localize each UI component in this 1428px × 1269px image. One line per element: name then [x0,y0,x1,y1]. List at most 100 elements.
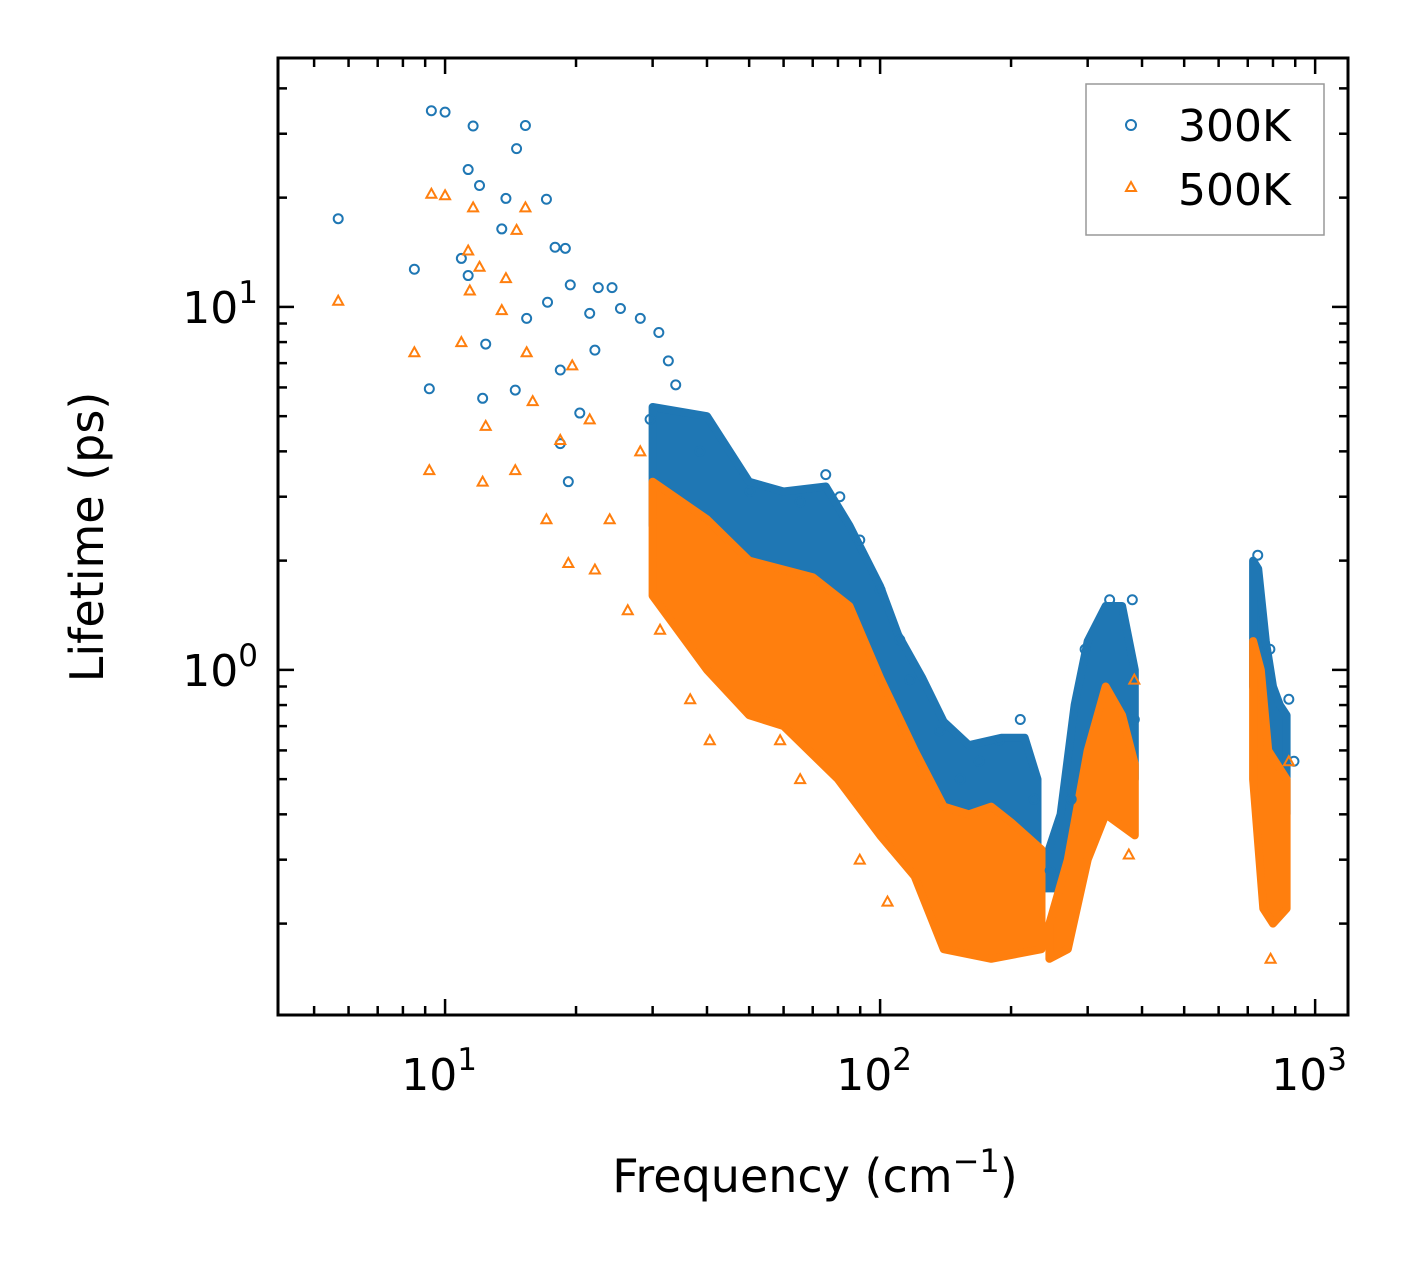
point-500k [438,188,452,201]
point-500k [653,622,667,635]
point-300k [584,307,596,319]
point-500k [582,412,597,425]
point-500k [454,335,469,348]
x-tick-labels: 101 102 103 [401,1042,1347,1101]
point-300k [425,105,437,117]
point-300k [589,344,601,356]
point-300k [408,263,420,275]
point-300k [662,355,674,367]
y-tick-label: 100 [182,638,258,697]
point-500k [793,772,807,785]
point-500k [519,345,534,358]
dense-region-500k-1 [1045,682,1139,963]
point-300k [653,327,665,339]
point-300k [606,282,618,294]
point-500k [525,394,540,407]
point-300k [1252,549,1264,561]
point-500k [539,512,554,525]
plot-frame [276,56,1350,1017]
point-300k [1028,793,1040,805]
point-300k [564,279,576,291]
point-500k [407,345,422,358]
point-500k [773,733,787,746]
point-500k [475,474,490,487]
point-500k [1282,754,1296,767]
point-300k [1104,594,1116,606]
point-300k [694,445,706,457]
point-500k [1127,672,1142,685]
point-300k [1126,594,1138,606]
point-500k [422,463,437,476]
point-300k [874,584,886,596]
point-300k [894,634,906,646]
point-500k [683,692,697,705]
dense-region-500k-2 [1249,637,1291,928]
x-axis-label: Frequency (cm−1) [612,1142,1017,1203]
point-500k [466,200,480,213]
point-300k [540,193,552,205]
point-300k [934,725,946,737]
point-300k [592,282,604,294]
y-tick-label: 101 [182,275,258,334]
x-tick-label: 102 [836,1042,912,1101]
point-500k [880,894,895,907]
dense-region-500k-0 [648,477,1046,963]
y-axis-label: Lifetime (ps) [60,392,114,683]
point-300k [1079,643,1091,655]
x-tick-label: 103 [1271,1042,1347,1101]
point-300k [554,364,566,376]
point-500k [508,463,522,476]
dense-regions [648,403,1291,963]
point-500k [621,603,635,616]
point-300k [794,496,806,508]
point-300k [559,242,571,254]
point-300k [439,106,451,118]
point-500k [461,243,475,256]
point-300k [462,164,474,176]
point-500k [495,303,509,316]
point-300k [542,296,554,308]
data-points [331,105,1300,964]
point-300k [1283,693,1295,705]
point-300k [1044,865,1056,877]
point-300k [521,312,533,324]
point-300k [423,383,435,395]
legend-marker-300k [1125,119,1137,131]
point-300k [1128,713,1140,725]
point-300k [820,469,832,481]
legend-label-300k: 300K [1178,101,1292,152]
point-500k [509,222,524,235]
point-500k [518,200,533,213]
point-300k [332,213,344,225]
point-500k [853,852,867,865]
point-300k [973,755,985,767]
legend-marker-500k [1124,179,1138,192]
point-300k [744,486,756,498]
point-300k [509,384,521,396]
y-tick-labels: 100 101 [182,275,258,697]
point-300k [474,180,486,192]
point-300k [1014,713,1026,725]
point-300k [904,674,916,686]
point-300k [993,734,1005,746]
point-300k [1065,793,1077,805]
x-tick-label: 101 [401,1042,477,1101]
point-300k [455,252,467,264]
legend-label-500k: 500K [1178,165,1292,216]
point-500k [561,555,576,569]
point-300k [834,491,846,503]
point-500k [1122,847,1136,860]
point-300k [511,143,523,155]
legend-box [1085,83,1325,236]
point-500k [633,444,647,457]
point-300k [854,534,866,546]
point-300k [480,338,492,350]
point-300k [462,270,474,282]
point-500k [499,271,513,284]
point-500k [479,418,493,431]
point-300k [477,392,489,404]
point-300k [500,192,512,204]
point-500k [463,283,477,296]
point-500k [602,512,617,525]
point-500k [424,186,439,199]
